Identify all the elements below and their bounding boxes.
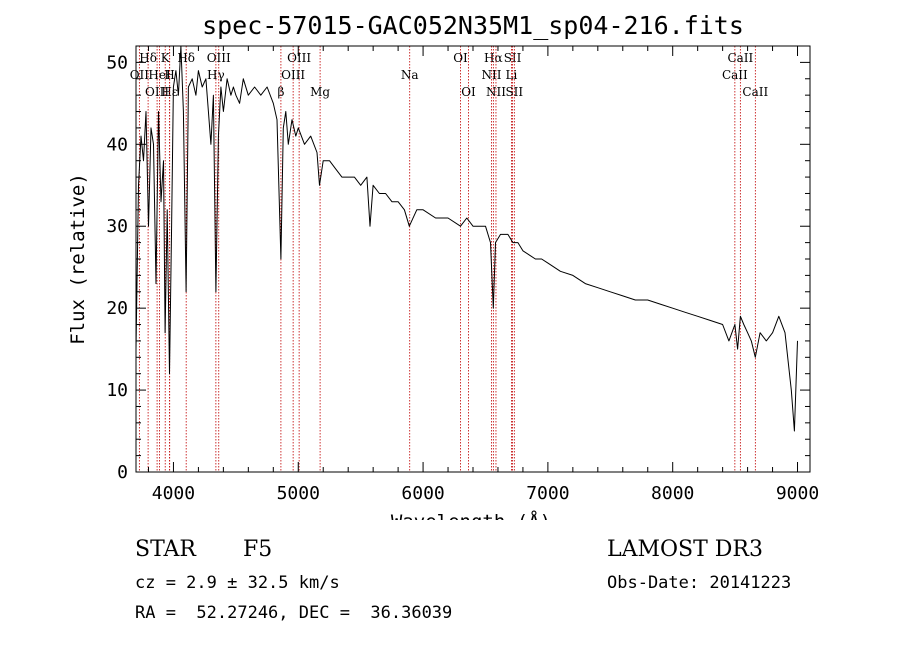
x-tick-label: 5000: [277, 483, 320, 504]
spectral-line-label: Hγ: [207, 68, 225, 82]
spectrum-line: [135, 45, 798, 432]
spectral-line-label: β: [277, 85, 284, 99]
spectral-line-label: OI: [453, 51, 468, 65]
spectral-line-label: SII: [504, 51, 522, 65]
axis-ticks: 4000 5000 6000 7000 8000 9000 0 10 20 30 40 50: [106, 45, 819, 504]
obs-date: Obs-Date: 20141223: [607, 573, 792, 593]
spectrum-chart: spec-57015-GAC052N35M1_sp04-216.fits Hδ O…: [67, 11, 819, 520]
x-tick-label: 6000: [401, 483, 444, 504]
spectral-line-label: H: [164, 68, 174, 82]
spectral-line-label: Na: [401, 68, 419, 82]
spectral-line-label: Li: [506, 68, 518, 82]
spectral-line-label: Hα: [484, 51, 503, 65]
spectral-line-label: NII: [486, 85, 506, 99]
y-tick-label: 0: [117, 462, 128, 483]
y-tick-label: 30: [106, 216, 128, 237]
spectral-line-label: OIII: [281, 68, 305, 82]
redshift: cz = 2.9 ± 32.5 km/s: [135, 573, 340, 593]
x-axis-label: Wavelength (Å): [391, 510, 551, 520]
spectral-line-label: OIII: [287, 51, 311, 65]
spectral-line-label: Mg: [310, 85, 330, 99]
spectral-line-label: OI: [461, 85, 476, 99]
spectral-line-label: CaII: [722, 68, 748, 82]
spectral-line-label: OIII: [145, 85, 169, 99]
spectral-line-label: NII: [481, 68, 501, 82]
coordinates: RA = 52.27246, DEC = 36.36039: [135, 603, 453, 623]
x-tick-label: 4000: [152, 483, 195, 504]
x-tick-label: 7000: [526, 483, 569, 504]
y-tick-label: 20: [106, 298, 128, 319]
y-tick-label: 50: [106, 52, 128, 73]
x-tick-label: 9000: [776, 483, 819, 504]
survey-name: LAMOST DR3: [607, 537, 763, 562]
plot-frame: [135, 45, 811, 473]
y-tick-label: 40: [106, 134, 128, 155]
y-axis-label: Flux (relative): [67, 173, 89, 345]
subclass: F5: [243, 537, 273, 562]
spectral-line-label: SII: [505, 85, 523, 99]
spectral-line-label: CaII: [727, 51, 753, 65]
y-tick-label: 10: [106, 380, 128, 401]
spectral-line-label: OII: [130, 68, 150, 82]
x-tick-label: 8000: [651, 483, 694, 504]
spectral-line-label: Hδ: [139, 51, 157, 65]
spectral-line-label: K: [161, 51, 171, 65]
object-class: STAR: [135, 537, 196, 562]
chart-title: spec-57015-GAC052N35M1_sp04-216.fits: [202, 11, 744, 40]
spectral-line-label: HeI: [148, 68, 171, 82]
spectral-line-label: OIII: [207, 51, 231, 65]
spectral-line-label: CaII: [742, 85, 768, 99]
spectrum-series: [135, 45, 798, 432]
